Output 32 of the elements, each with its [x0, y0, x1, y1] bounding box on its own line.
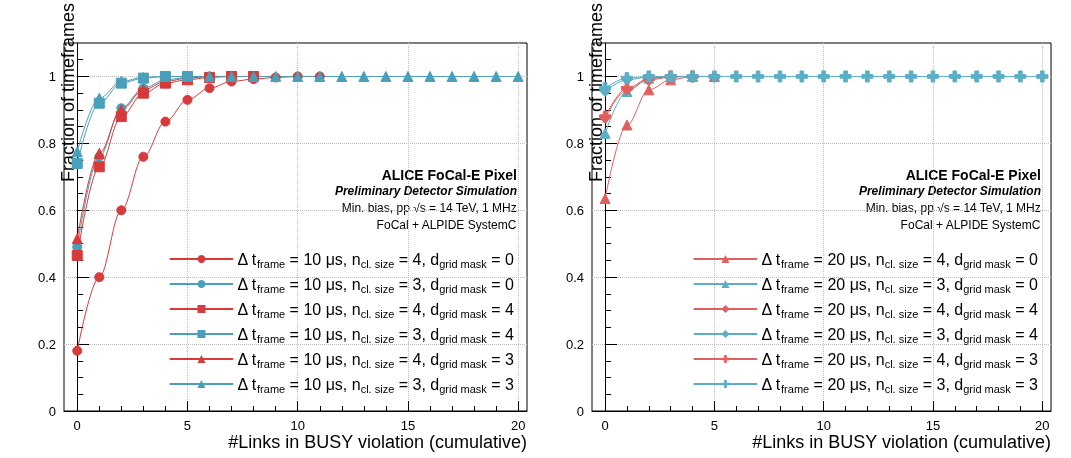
annotation: FoCal + ALPIDE SystemC — [376, 218, 517, 232]
y-tick-label: 1 — [576, 68, 584, 84]
y-tick-label: 0.8 — [37, 135, 56, 151]
x-tick-label: 0 — [601, 418, 609, 433]
y-tick-label: 0.4 — [37, 269, 56, 285]
y-tick-label: 0.4 — [565, 269, 584, 285]
annotation: Preliminary Detector Simulation — [334, 184, 518, 198]
x-tick-label: 10 — [290, 418, 305, 433]
annotation: FoCal + ALPIDE SystemC — [900, 218, 1041, 232]
y-axis-title: Fraction of timeframes — [58, 3, 79, 183]
y-tick-label: 0 — [576, 403, 584, 419]
y-tick-label: 0.6 — [37, 202, 56, 218]
x-tick-label: 10 — [816, 418, 831, 433]
y-tick-label: 0.6 — [565, 202, 584, 218]
x-tick-label: 20 — [1035, 418, 1050, 433]
x-tick-label: 15 — [400, 418, 416, 433]
x-tick-label: 0 — [73, 418, 81, 433]
annotation: Preliminary Detector Simulation — [858, 184, 1042, 198]
x-tick-label: 20 — [510, 418, 526, 433]
x-axis-title: #Links in BUSY violation (cumulative) — [228, 432, 527, 452]
x-tick-label: 15 — [925, 418, 941, 433]
x-tick-label: 5 — [710, 418, 719, 433]
x-tick-label: 5 — [183, 418, 192, 433]
y-axis-title: Fraction of timeframes — [586, 3, 607, 183]
y-tick-label: 1 — [48, 68, 56, 84]
y-tick-label: 0.2 — [565, 336, 584, 352]
annotation: ALICE FoCal-E Pixel — [381, 167, 517, 183]
y-tick-label: 0.2 — [37, 336, 56, 352]
y-tick-label: 0.8 — [565, 135, 584, 151]
x-axis-title: #Links in BUSY violation (cumulative) — [752, 432, 1051, 452]
y-tick-label: 0 — [48, 403, 56, 419]
annotation: ALICE FoCal-E Pixel — [905, 167, 1041, 183]
